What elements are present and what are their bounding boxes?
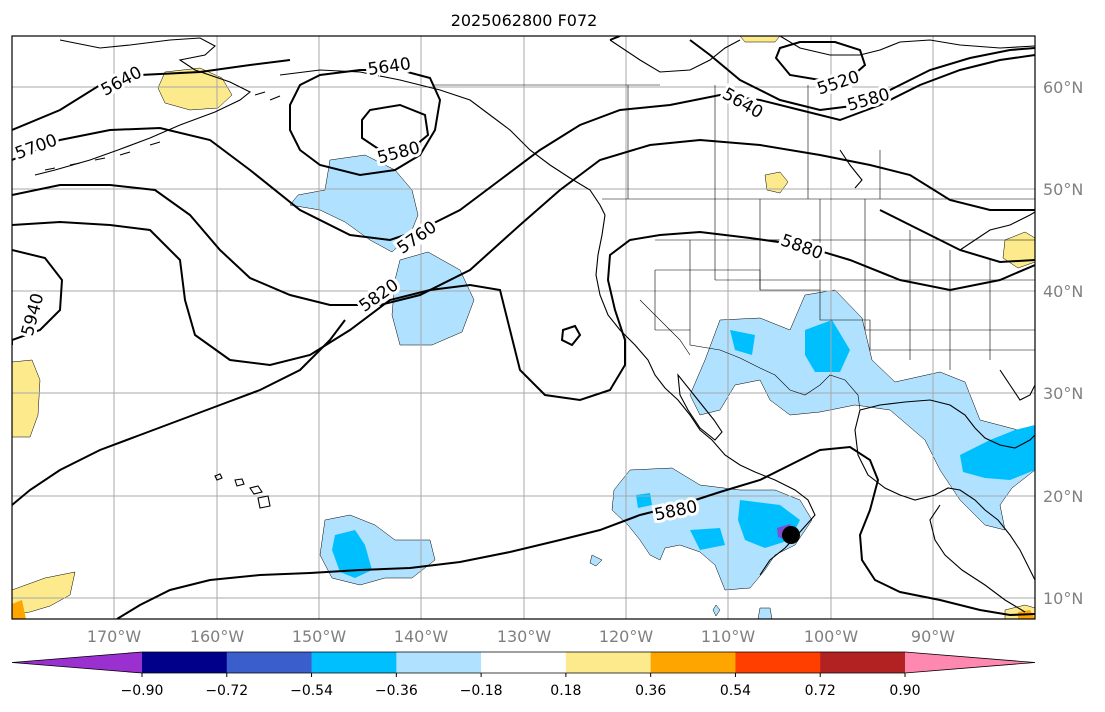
lat-label: 30°N xyxy=(1043,384,1083,403)
colorbar-extend-min xyxy=(12,652,142,673)
latitude-labels: 60°N 50°N 40°N 30°N 20°N 10°N xyxy=(1043,78,1083,608)
colorbar-tick-label: 0.90 xyxy=(889,683,920,699)
colorbar-segment xyxy=(820,652,906,673)
political-borders xyxy=(432,84,1035,411)
colorbar-segment xyxy=(565,652,652,673)
lat-label: 10°N xyxy=(1043,589,1083,608)
colorbar-tick-label: −0.90 xyxy=(121,683,164,699)
colorbar: −0.90 −0.72 −0.54 −0.36 −0.18 0.18 0.36 0.54 0.7… xyxy=(11,651,1036,699)
map-title: 2025062800 F072 xyxy=(451,11,598,30)
colorbar-tick-label: −0.54 xyxy=(290,683,333,699)
colorbar-segment xyxy=(226,652,313,673)
colorbar-tick-label: 0.36 xyxy=(635,683,666,699)
lon-label: 130°W xyxy=(497,627,552,646)
location-marker xyxy=(782,526,800,544)
lat-label: 40°N xyxy=(1043,282,1083,301)
colorbar-segment xyxy=(735,652,821,673)
map-frame xyxy=(11,35,1036,620)
map-content xyxy=(12,36,1035,619)
colorbar-segment xyxy=(396,652,482,673)
colorbar-tick-label: −0.72 xyxy=(205,683,248,699)
colorbar-tick-label: 0.54 xyxy=(720,683,751,699)
lat-label: 60°N xyxy=(1043,78,1083,97)
colorbar-extend-max xyxy=(905,652,1035,673)
lon-label: 110°W xyxy=(701,627,756,646)
colorbar-segment xyxy=(650,652,736,673)
lon-label: 140°W xyxy=(394,627,449,646)
colorbar-tick-label: −0.36 xyxy=(375,683,418,699)
lon-label: 150°W xyxy=(292,627,347,646)
lat-label: 50°N xyxy=(1043,180,1083,199)
colorbar-segment xyxy=(481,652,567,673)
colorbar-tick-label: −0.18 xyxy=(460,683,503,699)
height-contours xyxy=(12,36,1035,619)
longitude-labels: 170°W 160°W 150°W 140°W 130°W 120°W 110°… xyxy=(87,627,955,646)
colorbar-tick-label: 0.18 xyxy=(550,683,581,699)
lon-label: 120°W xyxy=(599,627,654,646)
lat-label: 20°N xyxy=(1043,487,1083,506)
coastlines xyxy=(34,36,1035,613)
lon-label: 90°W xyxy=(911,627,955,646)
colorbar-segment xyxy=(311,652,397,673)
lon-label: 170°W xyxy=(87,627,142,646)
graticule xyxy=(12,36,1035,619)
colorbar-segment xyxy=(142,652,228,673)
lon-label: 160°W xyxy=(190,627,245,646)
lon-label: 100°W xyxy=(804,627,859,646)
colorbar-tick-label: 0.72 xyxy=(805,683,836,699)
